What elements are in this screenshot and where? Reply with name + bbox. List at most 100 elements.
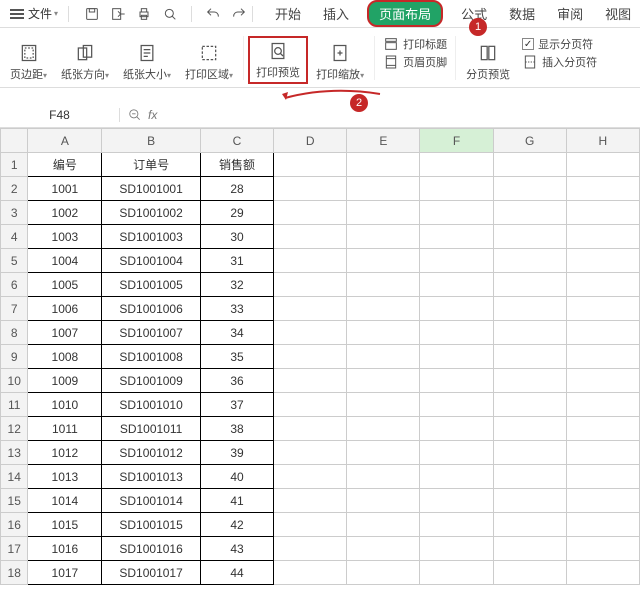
cell[interactable]	[566, 201, 639, 225]
cell[interactable]: 1003	[28, 225, 102, 249]
cell[interactable]	[274, 441, 347, 465]
cell[interactable]	[274, 177, 347, 201]
cell[interactable]	[420, 345, 493, 369]
cell[interactable]	[274, 321, 347, 345]
tab-data[interactable]: 数据	[505, 2, 539, 25]
cell[interactable]	[347, 441, 420, 465]
row-header[interactable]: 4	[1, 225, 28, 249]
cell[interactable]: 39	[200, 441, 273, 465]
cell[interactable]: SD1001005	[102, 273, 200, 297]
print-area-button[interactable]: 打印区域▾	[179, 36, 239, 84]
cell[interactable]: 1006	[28, 297, 102, 321]
row-header[interactable]: 17	[1, 537, 28, 561]
orientation-button[interactable]: 纸张方向▾	[55, 36, 115, 84]
row-header[interactable]: 16	[1, 513, 28, 537]
cell[interactable]	[347, 393, 420, 417]
cell[interactable]	[493, 177, 566, 201]
cell[interactable]	[347, 345, 420, 369]
column-header-E[interactable]: E	[347, 129, 420, 153]
cell[interactable]	[274, 561, 347, 585]
cell[interactable]: 30	[200, 225, 273, 249]
cell[interactable]	[420, 273, 493, 297]
margins-button[interactable]: 页边距▾	[4, 36, 53, 84]
cell[interactable]	[493, 273, 566, 297]
cell[interactable]	[566, 345, 639, 369]
cell[interactable]	[493, 297, 566, 321]
cell[interactable]	[347, 273, 420, 297]
cell[interactable]	[493, 489, 566, 513]
cell[interactable]	[493, 417, 566, 441]
cell[interactable]	[566, 489, 639, 513]
cell[interactable]	[274, 153, 347, 177]
cell[interactable]	[566, 513, 639, 537]
cell[interactable]	[566, 297, 639, 321]
row-header[interactable]: 7	[1, 297, 28, 321]
cell[interactable]	[347, 321, 420, 345]
print-preview-button[interactable]: 打印预览	[248, 36, 308, 84]
tab-start[interactable]: 开始	[271, 2, 305, 25]
cell[interactable]: 1008	[28, 345, 102, 369]
cell[interactable]: 1015	[28, 513, 102, 537]
cell[interactable]: 1009	[28, 369, 102, 393]
cell[interactable]: 销售额	[200, 153, 273, 177]
cell[interactable]	[493, 201, 566, 225]
cell[interactable]	[420, 201, 493, 225]
cell[interactable]: 1002	[28, 201, 102, 225]
cell[interactable]: 35	[200, 345, 273, 369]
cell[interactable]	[566, 177, 639, 201]
cell[interactable]	[347, 249, 420, 273]
cell[interactable]: 1004	[28, 249, 102, 273]
cell[interactable]	[493, 513, 566, 537]
cell[interactable]: SD1001013	[102, 465, 200, 489]
row-header[interactable]: 13	[1, 441, 28, 465]
cell[interactable]: 37	[200, 393, 273, 417]
cell[interactable]	[566, 225, 639, 249]
spreadsheet-grid[interactable]: ABCDEFGH1编号订单号销售额21001SD10010012831002SD…	[0, 128, 640, 585]
select-all-corner[interactable]	[1, 129, 28, 153]
tab-insert[interactable]: 插入	[319, 2, 353, 25]
cell[interactable]	[566, 441, 639, 465]
cell[interactable]	[566, 249, 639, 273]
cell[interactable]	[493, 225, 566, 249]
preview-icon[interactable]	[161, 5, 179, 23]
column-header-F[interactable]: F	[420, 129, 493, 153]
cell[interactable]: 编号	[28, 153, 102, 177]
cell[interactable]	[347, 201, 420, 225]
row-header[interactable]: 12	[1, 417, 28, 441]
zoom-out-icon[interactable]	[128, 108, 142, 122]
cell[interactable]	[347, 225, 420, 249]
cell[interactable]	[566, 321, 639, 345]
row-header[interactable]: 15	[1, 489, 28, 513]
cell[interactable]	[493, 537, 566, 561]
tab-review[interactable]: 审阅	[553, 2, 587, 25]
cell[interactable]	[420, 537, 493, 561]
cell[interactable]	[493, 369, 566, 393]
cell[interactable]	[420, 297, 493, 321]
cell[interactable]: 1010	[28, 393, 102, 417]
cell[interactable]: 44	[200, 561, 273, 585]
cell[interactable]: SD1001001	[102, 177, 200, 201]
cell[interactable]	[274, 537, 347, 561]
paper-size-button[interactable]: 纸张大小▾	[117, 36, 177, 84]
cell[interactable]: SD1001003	[102, 225, 200, 249]
cell[interactable]: 1013	[28, 465, 102, 489]
cell[interactable]: SD1001015	[102, 513, 200, 537]
cell[interactable]	[420, 369, 493, 393]
cell[interactable]: 订单号	[102, 153, 200, 177]
row-header[interactable]: 10	[1, 369, 28, 393]
cell[interactable]	[566, 561, 639, 585]
row-header[interactable]: 18	[1, 561, 28, 585]
cell[interactable]	[493, 441, 566, 465]
cell[interactable]	[347, 513, 420, 537]
cell[interactable]	[274, 345, 347, 369]
cell[interactable]: SD1001012	[102, 441, 200, 465]
cell[interactable]: SD1001011	[102, 417, 200, 441]
cell[interactable]	[420, 249, 493, 273]
cell[interactable]	[347, 417, 420, 441]
cell[interactable]	[274, 273, 347, 297]
undo-icon[interactable]	[204, 5, 222, 23]
tab-view[interactable]: 视图	[601, 2, 635, 25]
cell[interactable]	[347, 297, 420, 321]
cell[interactable]: SD1001008	[102, 345, 200, 369]
cell[interactable]: SD1001006	[102, 297, 200, 321]
